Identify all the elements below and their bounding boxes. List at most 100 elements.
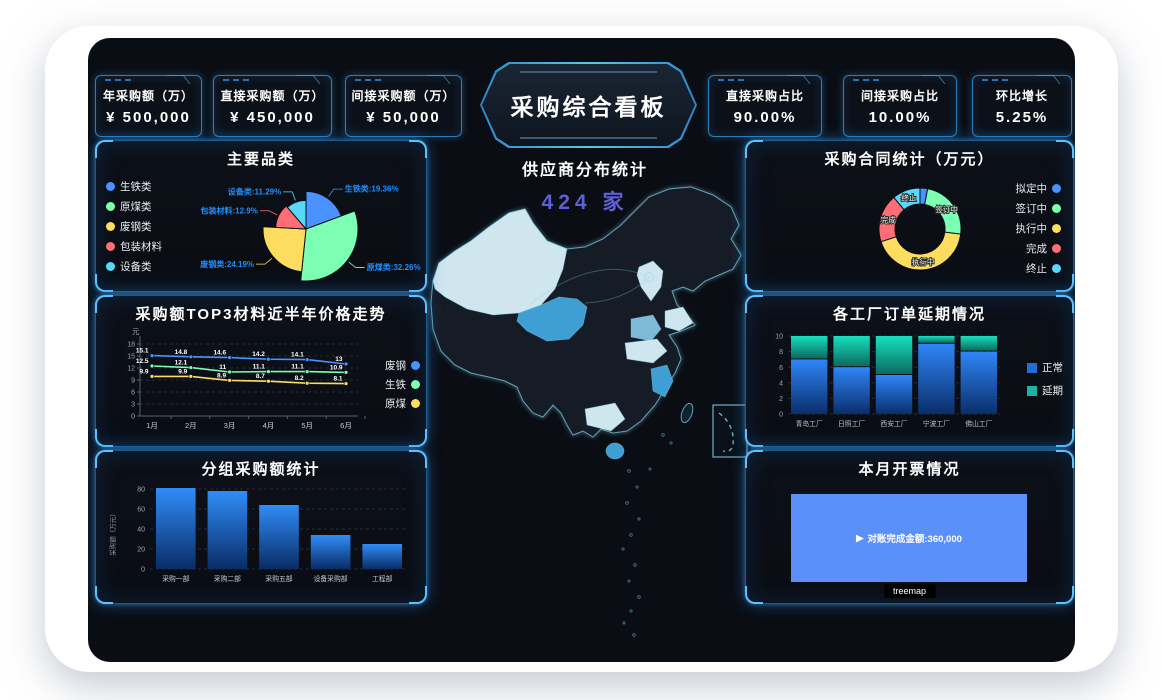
svg-text:元: 元 <box>132 327 140 336</box>
svg-text:西安工厂: 西安工厂 <box>880 419 907 428</box>
legend-item[interactable]: 废钢 <box>385 358 420 373</box>
page-title: 采购综合看板 <box>510 94 667 120</box>
pie-slice[interactable] <box>286 199 307 231</box>
price-trend-line-chart[interactable]: 0 3 6 9 12 15 18 元 1月 2月 3月 4月 5月 6月 15.1 14.8 14.6 14.2 1… <box>100 324 368 442</box>
stack-bar-normal[interactable] <box>918 343 955 414</box>
donut-segment[interactable] <box>893 187 921 211</box>
supplier-count-unit: 家 <box>602 191 629 214</box>
bar[interactable] <box>207 491 248 569</box>
legend-item[interactable]: 废钢类 <box>106 219 162 234</box>
map-province-hubei[interactable] <box>624 338 668 364</box>
svg-text:9.9: 9.9 <box>139 368 148 375</box>
dashboard: 年采购额（万） ¥ 500,000 直接采购额（万） ¥ 450,000 间接采… <box>88 38 1075 662</box>
stack-bar-delay[interactable] <box>833 336 870 367</box>
map-province-jiangxi[interactable] <box>650 364 674 398</box>
line-series[interactable] <box>152 375 347 385</box>
line-series[interactable] <box>151 365 347 374</box>
svg-text:8.1: 8.1 <box>333 376 342 383</box>
badge-border <box>480 62 697 148</box>
svg-text:15.1: 15.1 <box>136 348 149 355</box>
stat-card-annual-purchase: 年采购额（万） ¥ 500,000 <box>95 75 202 137</box>
svg-text:10: 10 <box>775 334 783 341</box>
stack-bar-normal[interactable] <box>791 359 828 414</box>
legend-item[interactable]: 终止 <box>1026 261 1061 276</box>
map-province-xinjiang[interactable] <box>432 208 568 316</box>
supplier-count-number: 424 <box>541 191 592 214</box>
pie-slice[interactable] <box>275 205 308 230</box>
pie-slice[interactable] <box>262 226 307 273</box>
svg-text:4: 4 <box>779 380 783 387</box>
legend-item[interactable]: 原煤 <box>385 396 420 411</box>
map-island-dots <box>621 433 673 637</box>
legend-item[interactable]: 执行中 <box>1016 221 1061 236</box>
svg-text:采购一部: 采购一部 <box>162 574 189 583</box>
legend-item[interactable]: 生铁 <box>385 377 420 392</box>
stat-value: 90.00% <box>733 108 797 126</box>
legend-item[interactable]: 正常 <box>1027 360 1063 375</box>
svg-text:1月: 1月 <box>146 421 158 430</box>
map-province-hainan[interactable] <box>605 442 625 460</box>
group-purchase-bar-chart[interactable]: 0 20 40 60 80 采购额（万元） 采购一部 采购二部 采购五部 设备采购部 工程部 <box>102 477 420 599</box>
treemap-block[interactable]: ▶ 对账完成金额:360,000 <box>791 494 1027 582</box>
stack-bar-delay[interactable] <box>875 336 913 374</box>
stat-card-direct-purchase: 直接采购额（万） ¥ 450,000 <box>213 75 332 137</box>
legend-item[interactable]: 原煤类 <box>106 199 162 214</box>
map-province-qinghai[interactable] <box>516 296 588 342</box>
treemap-footer-label: treemap <box>883 584 936 598</box>
stack-bar-normal[interactable] <box>960 351 997 414</box>
map-province-henan[interactable] <box>630 314 662 342</box>
bar[interactable] <box>156 488 196 569</box>
stat-value: 5.25% <box>995 108 1049 126</box>
map-flight-arc <box>528 268 650 306</box>
stack-bar-delay[interactable] <box>791 336 828 359</box>
svg-text:12.5: 12.5 <box>136 358 149 365</box>
svg-text:20: 20 <box>137 547 145 554</box>
legend-item[interactable]: 生铁类 <box>106 179 162 194</box>
stat-value: 10.00% <box>868 108 932 126</box>
legend-item[interactable]: 完成 <box>1026 241 1061 256</box>
stack-bar-normal[interactable] <box>875 375 913 414</box>
stat-label: 环比增长 <box>995 88 1048 103</box>
line-series[interactable] <box>151 354 347 365</box>
map-flight-arc <box>584 276 650 304</box>
stack-bar-delay[interactable] <box>918 336 955 343</box>
stat-value: ¥ 50,000 <box>366 108 441 126</box>
pie-slice[interactable] <box>305 190 342 230</box>
panel-title: 采购合同统计（万元） <box>824 151 995 168</box>
legend-item[interactable]: 设备类 <box>106 259 162 274</box>
map-southsea-dashline <box>718 412 734 453</box>
line-legend: 废钢 生铁 原煤 <box>385 358 420 411</box>
legend-item[interactable]: 延期 <box>1027 383 1063 398</box>
stat-card-direct-ratio: 直接采购占比 90.00% <box>708 75 822 137</box>
stack-bar-normal[interactable] <box>833 367 870 414</box>
bar[interactable] <box>259 505 299 569</box>
main-categories-pie-chart[interactable]: 生铁类:19.36% 原煤类:32.26% 废钢类:24.19% 包装材料:12.9%… <box>176 163 422 289</box>
bar[interactable] <box>310 535 351 569</box>
svg-text:原煤类:32.26%: 原煤类:32.26% <box>367 262 421 272</box>
svg-text:2月: 2月 <box>185 421 197 430</box>
svg-text:8: 8 <box>779 349 783 356</box>
svg-text:4月: 4月 <box>263 421 275 430</box>
svg-text:0: 0 <box>779 412 783 419</box>
legend-item[interactable]: 拟定中 <box>1016 181 1061 196</box>
bar[interactable] <box>362 544 402 569</box>
panel-title: 本月开票情况 <box>858 461 961 478</box>
china-map-chart[interactable] <box>425 183 755 653</box>
pie-slice[interactable] <box>300 210 359 282</box>
svg-text:12: 12 <box>127 366 135 373</box>
map-province-shandong[interactable] <box>664 306 694 332</box>
factory-delay-stacked-chart[interactable]: 0 2 4 6 8 10 青岛工厂 日照工厂 西安工厂 宁波工厂 佛山工厂 <box>754 322 1006 444</box>
svg-text:包装材料:12.9%: 包装材料:12.9% <box>199 205 257 215</box>
legend-item[interactable]: 签订中 <box>1016 201 1061 216</box>
stack-bar-delay[interactable] <box>960 336 997 351</box>
svg-text:采购额（万元）: 采购额（万元） <box>108 510 117 556</box>
svg-text:日照工厂: 日照工厂 <box>838 420 865 428</box>
svg-text:14.2: 14.2 <box>252 351 265 358</box>
legend-item[interactable]: 包装材料 <box>106 239 162 254</box>
map-province-guangxi[interactable] <box>584 402 626 432</box>
map-province-beijing[interactable] <box>644 272 654 282</box>
map-taiwan[interactable] <box>679 402 695 424</box>
svg-text:14.6: 14.6 <box>213 350 226 357</box>
stat-card-mom-growth: 环比增长 5.25% <box>972 75 1072 137</box>
